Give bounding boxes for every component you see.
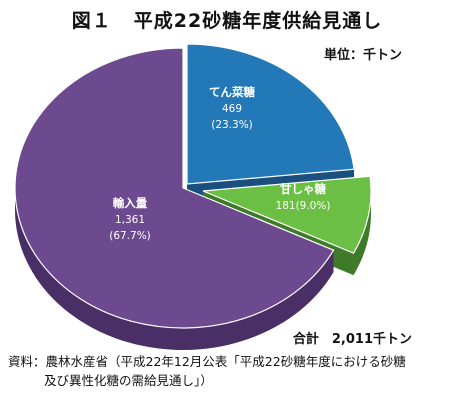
figure-title: 平成22砂糖年度供給見通し	[133, 10, 383, 32]
source-line-1: 資料：農林水産省（平成22年12月公表「平成22砂糖年度における砂糖	[8, 354, 406, 369]
pie-label-name: てん菜糖	[209, 85, 255, 99]
pie-slice-side	[353, 191, 371, 276]
chart-title: 図１ 平成22砂糖年度供給見通し	[0, 6, 454, 33]
source-note: 資料：農林水産省（平成22年12月公表「平成22砂糖年度における砂糖 及び異性化…	[8, 352, 448, 390]
pie-top-layer	[14, 43, 372, 329]
pie-slice-3	[14, 47, 335, 329]
pie-label-value-label: 181(9.0%)	[276, 200, 331, 212]
figure-number: 図１	[71, 10, 112, 32]
unit-label: 単位：千トン	[323, 48, 402, 63]
pie-label-layer: てん菜糖 469 (23.3%) 甘しゃ糖 181(9.0%) 輸入量 1,361 (67.7…	[109, 85, 330, 242]
pie-label-name: 甘しゃ糖	[280, 182, 326, 196]
pie-slice-1	[186, 43, 355, 185]
pie-label-value-label: 469	[222, 103, 242, 115]
pie-label-value-label: 1,361	[115, 214, 145, 226]
source-line-2: 及び異性化糖の需給見通し」）	[44, 373, 213, 388]
pie-slice-2	[202, 175, 372, 254]
pie-label-name: 輸入量	[113, 196, 148, 210]
pie-label-pct-label: (23.3%)	[211, 119, 253, 131]
pie-label-pct-label: (67.7%)	[109, 230, 151, 242]
pie-slice-side	[15, 188, 334, 351]
total-label: 合計 2,011千トン	[292, 332, 412, 347]
